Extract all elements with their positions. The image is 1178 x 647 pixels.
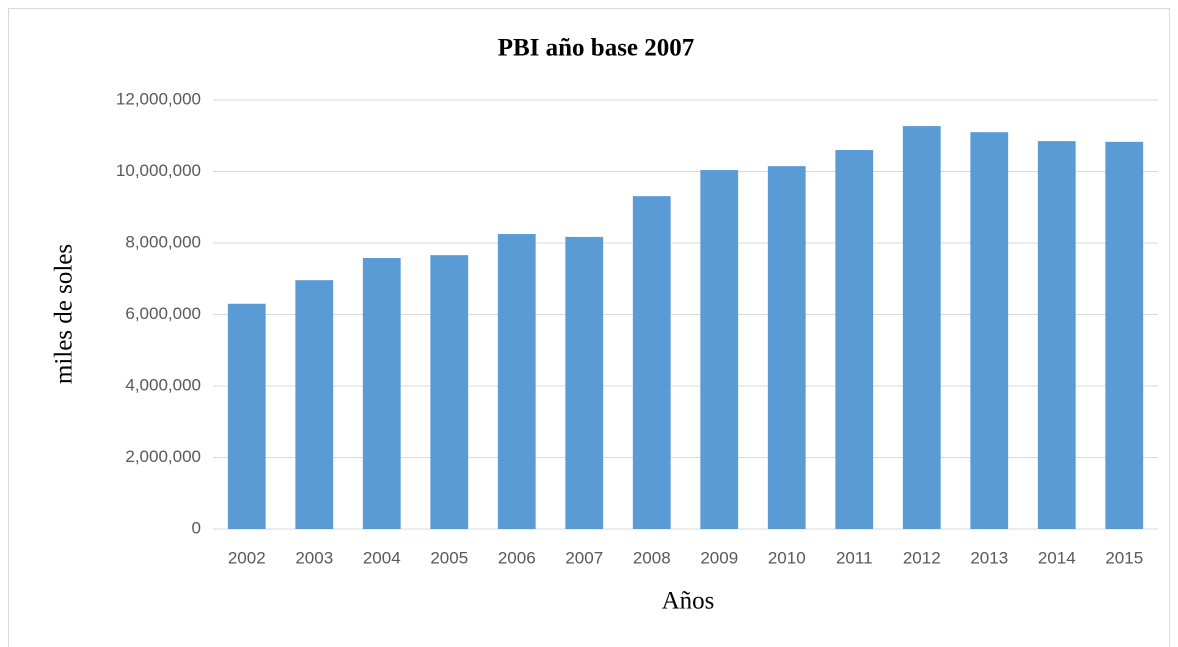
y-tick-label: 2,000,000	[125, 447, 201, 466]
y-tick-label: 10,000,000	[116, 161, 201, 180]
x-axis-label: Años	[662, 588, 715, 615]
x-tick-label: 2007	[565, 548, 603, 567]
bar	[295, 280, 334, 529]
y-axis-label: miles de soles	[51, 244, 78, 384]
x-tick-label: 2009	[700, 548, 738, 567]
x-tick-label: 2014	[1038, 548, 1076, 567]
bar	[497, 234, 536, 529]
x-tick-label: 2005	[430, 548, 468, 567]
bar	[227, 303, 266, 529]
chart-frame	[8, 8, 1170, 647]
bar	[1037, 141, 1076, 530]
bar	[362, 258, 401, 529]
bar	[632, 196, 671, 530]
bar	[767, 166, 806, 529]
bar	[700, 170, 739, 529]
y-tick-label: 6,000,000	[125, 304, 201, 323]
x-tick-label: 2003	[295, 548, 333, 567]
x-tick-label: 2002	[228, 548, 266, 567]
y-tick-label: 0	[192, 518, 201, 537]
bar	[902, 126, 941, 529]
x-tick-label: 2010	[768, 548, 806, 567]
x-tick-label: 2004	[363, 548, 401, 567]
y-tick-label: 12,000,000	[116, 89, 201, 108]
bar	[970, 132, 1009, 530]
bar	[565, 236, 604, 530]
x-tick-label: 2008	[633, 548, 671, 567]
x-tick-label: 2015	[1105, 548, 1143, 567]
x-tick-label: 2011	[836, 548, 873, 567]
y-tick-label: 4,000,000	[125, 375, 201, 394]
x-tick-label: 2012	[903, 548, 941, 567]
y-tick-label: 8,000,000	[125, 232, 201, 251]
x-tick-label: 2013	[970, 548, 1008, 567]
bar	[430, 255, 469, 529]
bar	[1105, 141, 1144, 529]
bar	[835, 150, 874, 530]
x-tick-label: 2006	[498, 548, 536, 567]
chart-title: PBI año base 2007	[498, 35, 695, 62]
